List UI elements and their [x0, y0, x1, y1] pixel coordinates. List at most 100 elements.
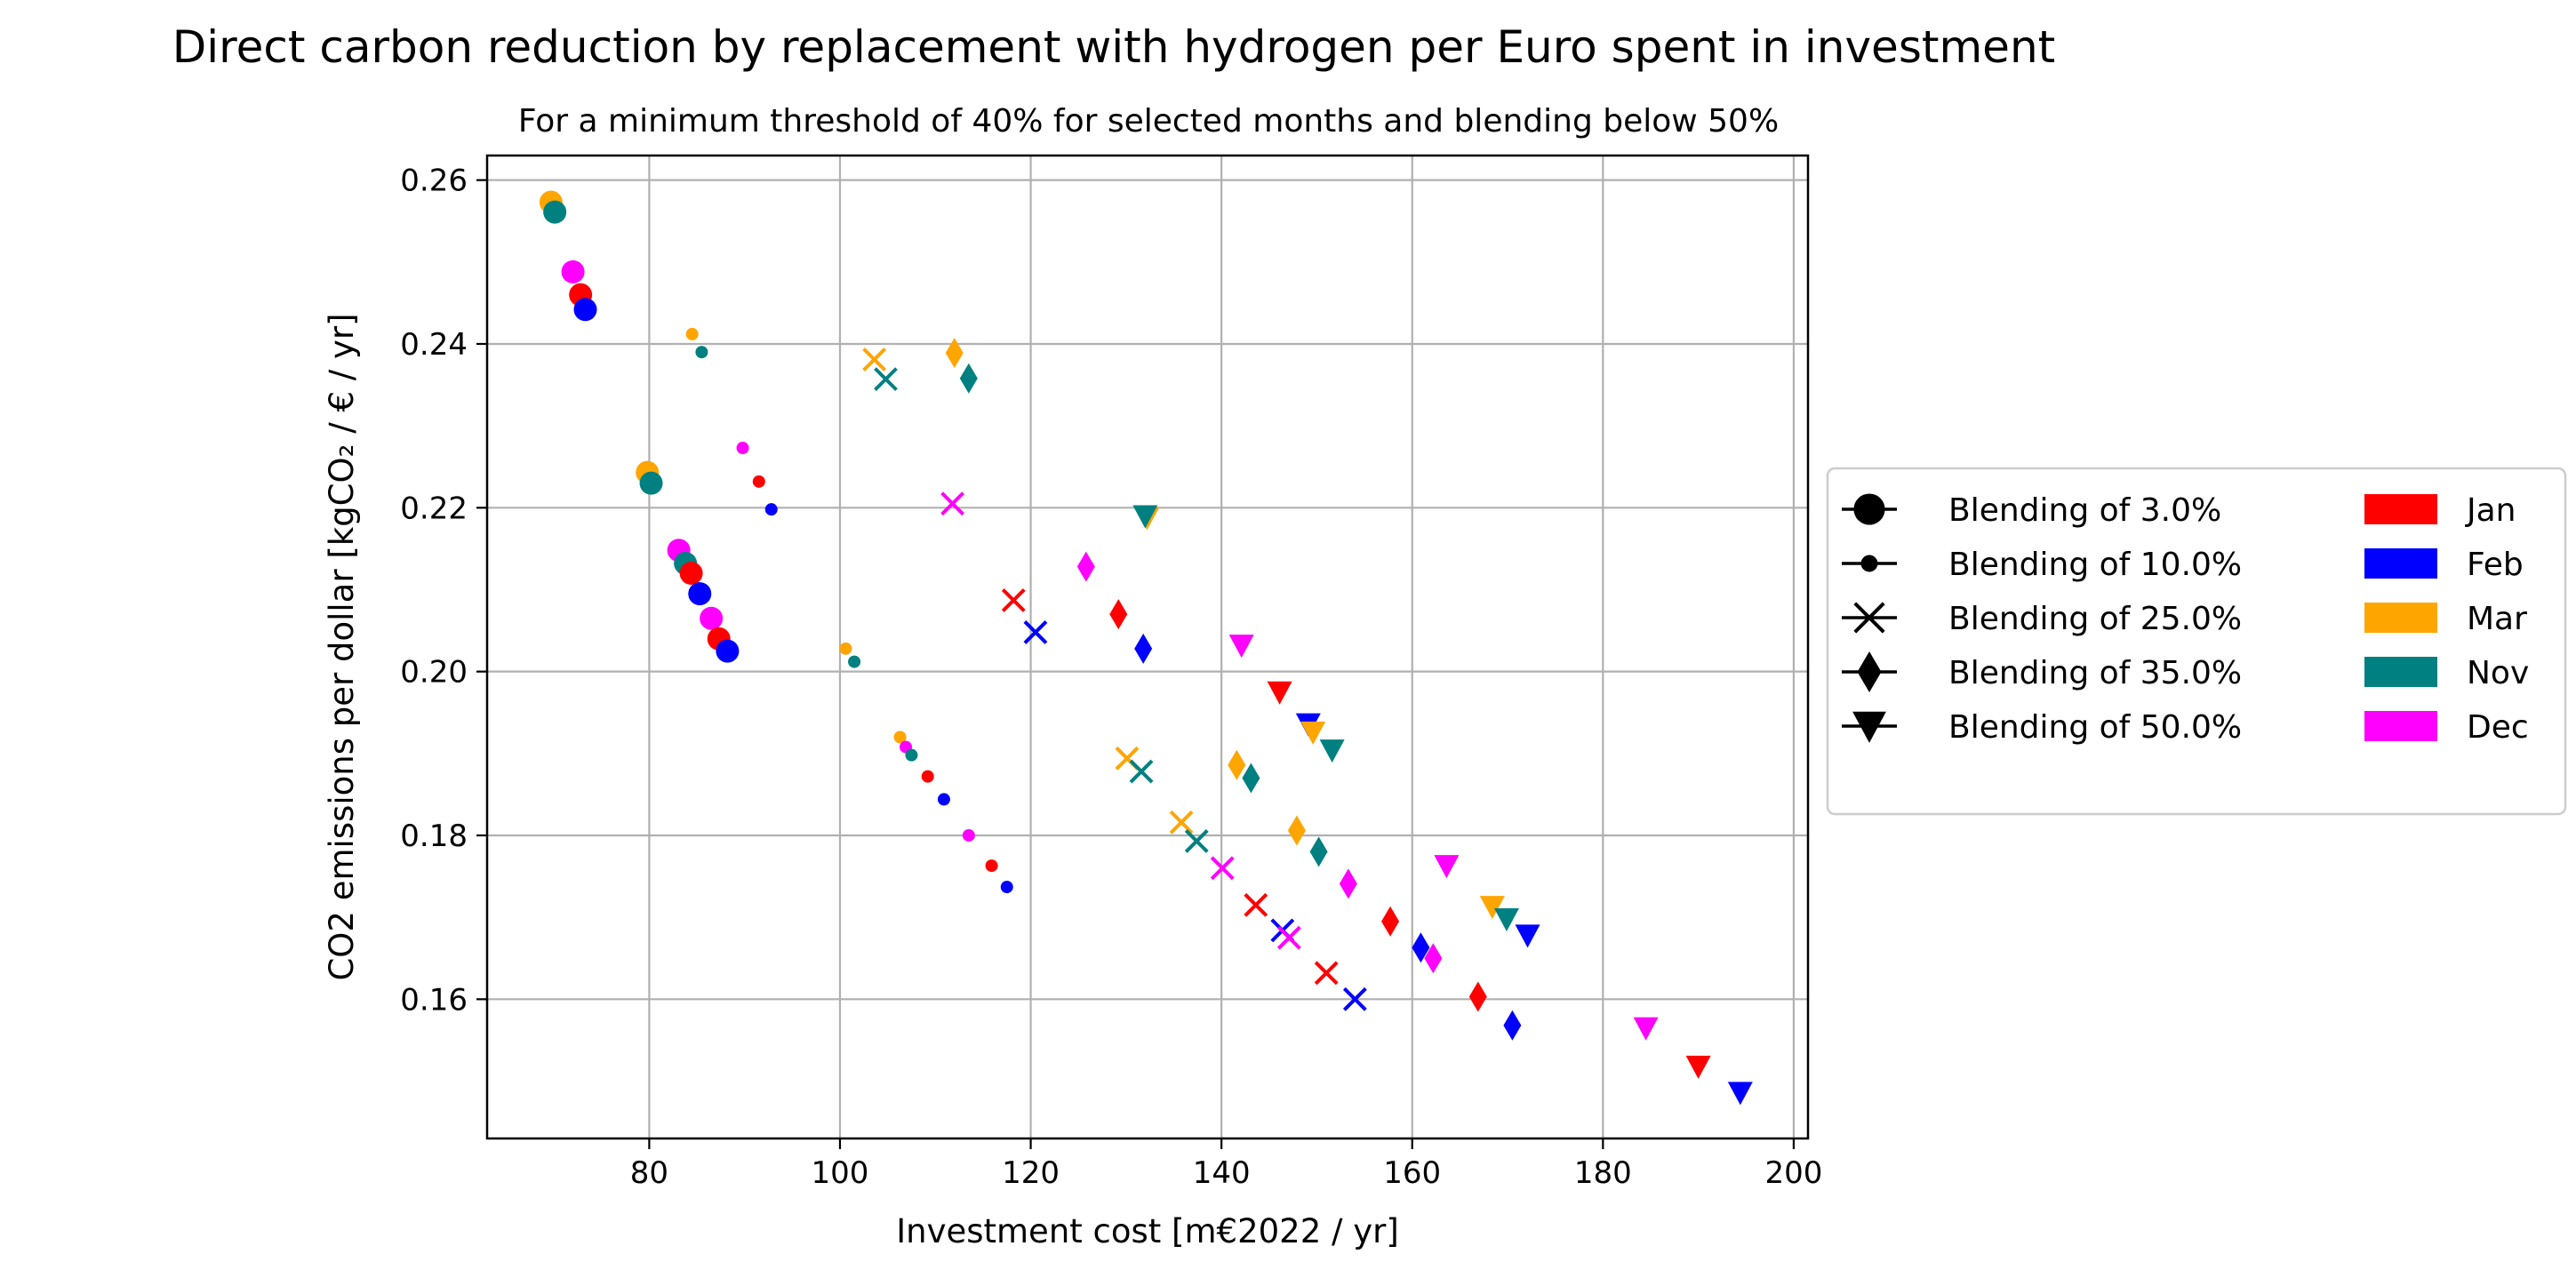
legend-marker-circle-small: [1860, 555, 1878, 572]
y-tick-label: 0.26: [400, 164, 468, 199]
point-mar-x: [1169, 810, 1194, 835]
axis-ticks: 80 100 120 140 160 180 200 0.16 0.18 0.20 0.22 0.24…: [400, 164, 1822, 1191]
point-nov-circle-small: [695, 346, 708, 359]
y-tick-label: 0.22: [400, 491, 468, 526]
x-tick-label: 140: [1193, 1155, 1251, 1191]
point-feb-triangle-down: [1515, 924, 1540, 948]
y-tick-label: 0.20: [400, 655, 468, 691]
point-jan-x: [1314, 961, 1339, 986]
point-feb-diamond: [1503, 1010, 1522, 1041]
legend-entry-month: Feb: [2364, 547, 2524, 583]
point-jan-circle-large: [679, 562, 703, 586]
legend-label: Nov: [2467, 655, 2529, 691]
y-tick-label: 0.24: [400, 327, 468, 363]
point-dec-circle-small: [962, 828, 975, 842]
x-tick-label: 200: [1764, 1155, 1822, 1191]
legend-label: Blending of 50.0%: [1948, 709, 2242, 746]
point-dec-x: [1276, 925, 1301, 950]
point-mar-circle-small: [839, 642, 852, 655]
point-mar-circle-small: [685, 327, 699, 340]
point-mar-diamond: [1287, 815, 1306, 846]
legend-swatch-dec: [2364, 711, 2437, 741]
legend-entry-blending: Blending of 10.0%: [1842, 547, 2242, 583]
point-mar-x: [862, 347, 887, 371]
point-dec-diamond: [1076, 551, 1095, 582]
point-jan-circle-small: [985, 859, 998, 873]
legend-label: Dec: [2467, 709, 2529, 746]
legend-label: Blending of 10.0%: [1948, 547, 2242, 583]
chart-subtitle: For a minimum threshold of 40% for selec…: [518, 103, 1779, 140]
point-nov-x: [1129, 759, 1154, 784]
point-feb-diamond: [1412, 932, 1430, 963]
point-feb-x: [1342, 986, 1367, 1011]
point-feb-circle-large: [688, 582, 712, 606]
legend-marker-diamond: [1857, 651, 1882, 692]
x-tick-label: 80: [630, 1155, 668, 1191]
legend-marker-triangle-down: [1852, 711, 1886, 743]
point-jan-x: [1244, 892, 1268, 917]
grid-lines: [487, 156, 1808, 1138]
legend-marker-circle-large: [1853, 493, 1885, 525]
point-dec-circle-small: [736, 442, 749, 455]
point-jan-triangle-down: [1267, 681, 1292, 705]
point-mar-triangle-down: [1300, 721, 1326, 745]
x-axis-label: Investment cost [m€2022 / yr]: [896, 1212, 1399, 1250]
legend-entry-month: Jan: [2364, 492, 2516, 529]
point-dec-diamond: [1424, 943, 1443, 974]
point-jan-circle-small: [921, 770, 934, 783]
x-tick-label: 120: [1002, 1155, 1060, 1191]
legend-swatch-nov: [2364, 657, 2437, 687]
legend-swatch-feb: [2364, 548, 2437, 579]
x-tick-label: 180: [1574, 1155, 1632, 1191]
point-nov-triangle-down: [1319, 739, 1345, 763]
legend-entry-month: Mar: [2364, 601, 2527, 637]
legend-entry-blending: Blending of 3.0%: [1842, 492, 2221, 529]
point-jan-x: [1001, 588, 1026, 612]
point-dec-triangle-down: [1434, 855, 1460, 879]
point-nov-circle-large: [639, 471, 663, 495]
point-nov-circle-large: [543, 200, 567, 224]
point-mar-diamond: [1228, 749, 1246, 780]
point-dec-circle-large: [561, 260, 585, 284]
point-nov-diamond: [1242, 763, 1260, 794]
legend-label: Blending of 3.0%: [1948, 492, 2221, 529]
point-dec-triangle-down: [1228, 635, 1254, 659]
legend-entry-month: Dec: [2364, 709, 2529, 746]
legend-entry-blending: Blending of 35.0%: [1842, 651, 2242, 692]
legend: Blending of 3.0% Blending of 10.0% Blendin…: [1826, 467, 2567, 816]
legend-label: Blending of 35.0%: [1948, 655, 2242, 691]
point-feb-x: [1023, 619, 1048, 644]
y-tick-label: 0.18: [400, 819, 468, 854]
point-dec-x: [1210, 856, 1235, 881]
point-dec-x: [940, 491, 965, 516]
point-jan-diamond: [1468, 981, 1487, 1012]
legend-swatch-jan: [2364, 494, 2437, 524]
point-nov-triangle-down: [1132, 505, 1158, 529]
legend-label: Blending of 25.0%: [1948, 601, 2242, 637]
point-mar-circle-small: [893, 731, 907, 744]
point-mar-diamond: [945, 338, 964, 369]
point-dec-diamond: [1339, 868, 1357, 899]
legend-label: Mar: [2467, 601, 2527, 637]
plot-frame: [485, 154, 1810, 1140]
point-feb-circle-small: [1000, 881, 1013, 894]
x-tick-label: 160: [1383, 1155, 1441, 1191]
point-feb-diamond: [1134, 633, 1153, 664]
point-mar-triangle-down: [1479, 896, 1505, 920]
point-nov-diamond: [959, 363, 978, 394]
point-nov-x: [874, 367, 898, 392]
y-tick-label: 0.16: [400, 982, 468, 1018]
data-points: [539, 190, 1753, 1106]
legend-swatch-mar: [2364, 603, 2437, 633]
legend-entry-blending: Blending of 25.0%: [1842, 601, 2242, 637]
point-dec-triangle-down: [1633, 1017, 1659, 1041]
point-feb-triangle-down: [1727, 1082, 1753, 1106]
point-feb-circle-large: [573, 298, 597, 322]
point-nov-x: [1184, 829, 1209, 853]
legend-entry-month: Nov: [2364, 655, 2529, 691]
point-jan-diamond: [1109, 599, 1128, 630]
point-feb-circle-large: [716, 639, 740, 663]
point-feb-circle-small: [764, 503, 778, 516]
point-jan-circle-small: [752, 475, 765, 488]
